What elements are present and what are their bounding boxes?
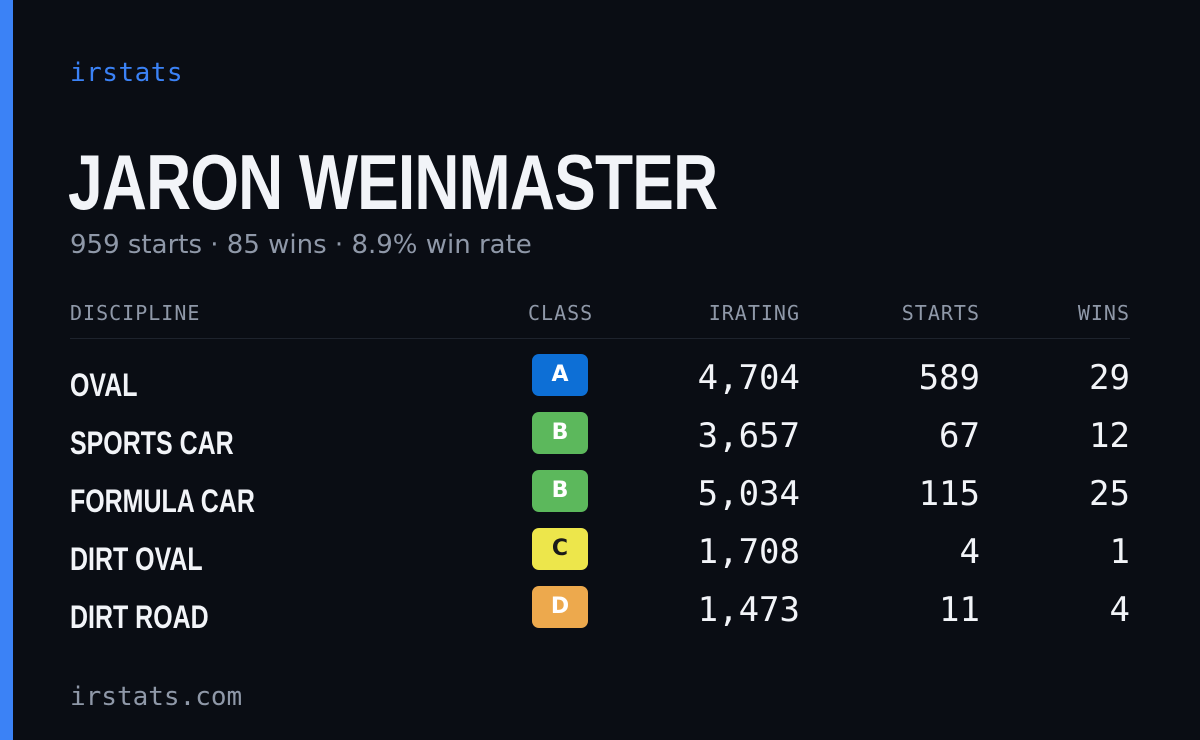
starts-value: 11 (939, 590, 980, 630)
discipline-name: DIRT ROAD (70, 599, 209, 635)
starts-value: 4 (959, 532, 980, 572)
starts-value: 115 (918, 474, 980, 514)
class-badge: B (532, 470, 588, 512)
wins-value: 12 (1089, 416, 1130, 456)
discipline-name: FORMULA CAR (70, 483, 255, 519)
irating-value: 1,708 (697, 532, 800, 572)
discipline-name: DIRT OVAL (70, 541, 203, 577)
driver-summary: 959 starts · 85 wins · 8.9% win rate (70, 230, 532, 260)
irating-value: 1,473 (697, 590, 800, 630)
footer-url: irstats.com (70, 682, 243, 712)
irating-value: 3,657 (697, 416, 800, 456)
table-header: DISCIPLINE CLASS IRATING STARTS WINS (70, 298, 1130, 339)
driver-name: JARON WEINMASTER (68, 138, 718, 226)
class-badge: B (532, 412, 588, 454)
discipline-name: SPORTS CAR (70, 425, 234, 461)
table-row: DIRT ROAD D 1,473 11 4 (70, 582, 1130, 640)
table-row: DIRT OVAL C 1,708 4 1 (70, 524, 1130, 582)
table-row: OVAL A 4,704 589 29 (70, 350, 1130, 408)
class-badge: A (532, 354, 588, 396)
class-badge: D (532, 586, 588, 628)
discipline-name: OVAL (70, 367, 138, 403)
wins-value: 1 (1109, 532, 1130, 572)
table-row: SPORTS CAR B 3,657 67 12 (70, 408, 1130, 466)
class-badge: C (532, 528, 588, 570)
header-starts: STARTS (901, 301, 980, 325)
discipline-table: OVAL A 4,704 589 29 SPORTS CAR B 3,657 6… (70, 350, 1130, 640)
wins-value: 4 (1109, 590, 1130, 630)
header-discipline: DISCIPLINE (70, 301, 201, 325)
wins-value: 29 (1089, 358, 1130, 398)
starts-value: 67 (939, 416, 980, 456)
header-irating: IRATING (708, 301, 800, 325)
irating-value: 4,704 (697, 358, 800, 398)
wins-value: 25 (1089, 474, 1130, 514)
table-row: FORMULA CAR B 5,034 115 25 (70, 466, 1130, 524)
brand-logo: irstats (70, 58, 184, 88)
starts-value: 589 (918, 358, 980, 398)
accent-bar (0, 0, 13, 740)
header-wins: WINS (1077, 301, 1130, 325)
header-class: CLASS (528, 301, 594, 325)
irating-value: 5,034 (697, 474, 800, 514)
